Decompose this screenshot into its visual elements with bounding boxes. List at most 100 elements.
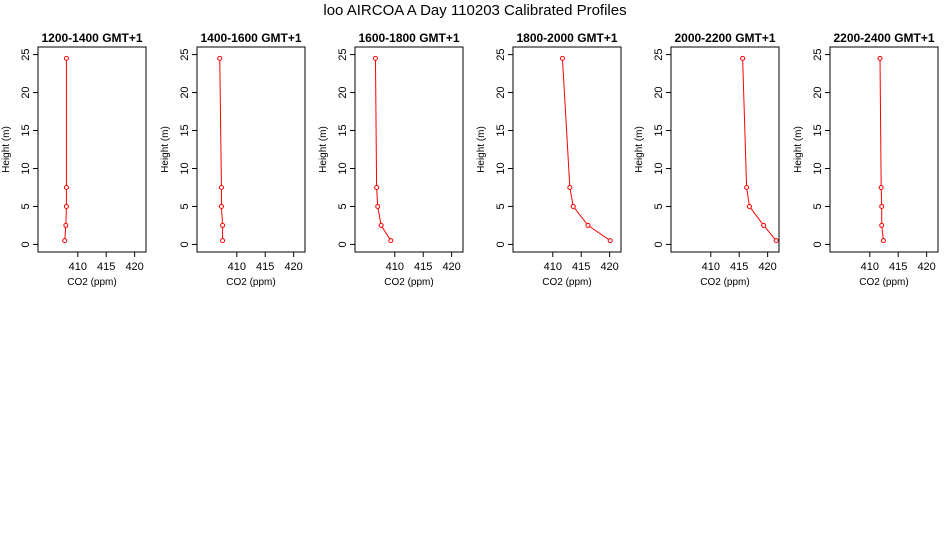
y-axis-label: Height (m) bbox=[160, 126, 171, 173]
y-tick-label: 0 bbox=[179, 241, 191, 247]
y-tick-label: 15 bbox=[812, 124, 824, 136]
x-tick-label: 415 bbox=[730, 261, 748, 273]
chart-title: 2000-2200 GMT+1 bbox=[674, 31, 775, 45]
y-axis-label: Height (m) bbox=[1, 126, 12, 173]
chart-panel-3: 1600-1800 GMT+1 410 415 420 CO2 (ppm) 0 5 10 15 2… bbox=[318, 31, 464, 288]
x-tick-label: 410 bbox=[544, 261, 562, 273]
profile-point bbox=[559, 55, 565, 61]
y-tick-label: 15 bbox=[179, 124, 191, 136]
chart-panel-2: 1400-1600 GMT+1 410 415 420 CO2 (ppm) 0 5 10 15 2… bbox=[160, 31, 306, 288]
chart-panel-6: 2200-2400 GMT+1 410 415 420 CO2 (ppm) 0 5 10 15 2… bbox=[793, 31, 939, 288]
y-tick-label: 25 bbox=[337, 48, 349, 60]
profile-point bbox=[880, 238, 886, 244]
y-tick-label: 20 bbox=[179, 86, 191, 98]
y-tick-label: 0 bbox=[337, 241, 349, 247]
profile-point bbox=[63, 203, 69, 209]
profile-point bbox=[607, 238, 613, 244]
y-tick-label: 10 bbox=[495, 162, 507, 174]
x-tick-label: 420 bbox=[917, 261, 935, 273]
y-tick-label: 5 bbox=[653, 203, 665, 209]
profile-point bbox=[879, 203, 885, 209]
y-tick-label: 10 bbox=[812, 162, 824, 174]
plot-frame bbox=[354, 46, 464, 253]
x-tick-label: 415 bbox=[414, 261, 432, 273]
y-tick-label: 20 bbox=[337, 86, 349, 98]
profile-point bbox=[374, 184, 380, 190]
y-tick-label: 20 bbox=[20, 86, 32, 98]
profile-point bbox=[375, 203, 381, 209]
y-tick-label: 20 bbox=[653, 86, 665, 98]
page-title: loo AIRCOA A Day 110203 Calibrated Profi… bbox=[323, 2, 627, 19]
y-tick-label: 25 bbox=[20, 48, 32, 60]
y-tick-label: 5 bbox=[495, 203, 507, 209]
profile-point bbox=[773, 238, 779, 244]
profile-point bbox=[879, 222, 885, 228]
profile-point bbox=[220, 238, 226, 244]
profile-point bbox=[218, 203, 224, 209]
y-tick-label: 15 bbox=[495, 124, 507, 136]
chart-title: 2200-2400 GMT+1 bbox=[833, 31, 934, 45]
y-tick-label: 5 bbox=[20, 203, 32, 209]
profile-point bbox=[744, 184, 750, 190]
profile-line bbox=[561, 58, 611, 242]
chart-title: 1600-1800 GMT+1 bbox=[358, 31, 459, 45]
profile-point bbox=[877, 55, 883, 61]
y-tick-label: 0 bbox=[653, 241, 665, 247]
x-axis-label: CO2 (ppm) bbox=[384, 277, 433, 288]
chart-panel-5: 2000-2200 GMT+1 410 415 420 CO2 (ppm) 0 5 10 15 2… bbox=[634, 31, 780, 288]
x-tick-label: 415 bbox=[97, 261, 115, 273]
profile-point bbox=[761, 222, 767, 228]
profile-point bbox=[372, 55, 378, 61]
x-tick-label: 420 bbox=[284, 261, 302, 273]
x-tick-label: 420 bbox=[600, 261, 618, 273]
x-axis-label: CO2 (ppm) bbox=[859, 277, 908, 288]
y-tick-label: 10 bbox=[337, 162, 349, 174]
chart-panel-1: 1200-1400 GMT+1 410 415 420 CO2 (ppm) 0 5 10 15 2… bbox=[1, 31, 147, 288]
plot-frame bbox=[670, 46, 780, 253]
x-tick-label: 415 bbox=[256, 261, 274, 273]
y-axis-label: Height (m) bbox=[634, 126, 645, 173]
x-tick-label: 410 bbox=[861, 261, 879, 273]
profile-point bbox=[746, 203, 752, 209]
y-tick-label: 10 bbox=[179, 162, 191, 174]
x-tick-label: 410 bbox=[69, 261, 87, 273]
y-axis-label: Height (m) bbox=[318, 126, 329, 173]
y-tick-label: 5 bbox=[337, 203, 349, 209]
profile-point bbox=[388, 238, 394, 244]
x-axis-label: CO2 (ppm) bbox=[67, 277, 116, 288]
y-tick-label: 20 bbox=[495, 86, 507, 98]
profile-point bbox=[567, 184, 573, 190]
y-tick-label: 25 bbox=[812, 48, 824, 60]
y-tick-label: 15 bbox=[653, 124, 665, 136]
y-tick-label: 10 bbox=[653, 162, 665, 174]
profile-point bbox=[62, 238, 68, 244]
profile-line bbox=[64, 58, 67, 241]
plot-frame bbox=[196, 46, 306, 253]
profile-line bbox=[219, 58, 224, 241]
y-tick-label: 0 bbox=[20, 241, 32, 247]
profile-point bbox=[220, 222, 226, 228]
profile-point bbox=[63, 222, 69, 228]
profile-point bbox=[218, 184, 224, 190]
y-axis-label: Height (m) bbox=[476, 126, 487, 173]
x-axis-label: CO2 (ppm) bbox=[700, 277, 749, 288]
profile-point bbox=[585, 222, 591, 228]
profile-point bbox=[740, 55, 746, 61]
profile-line bbox=[742, 58, 777, 241]
y-tick-label: 0 bbox=[495, 241, 507, 247]
profile-point bbox=[63, 55, 69, 61]
x-tick-label: 410 bbox=[386, 261, 404, 273]
x-tick-label: 420 bbox=[442, 261, 460, 273]
chart-panel-4: 1800-2000 GMT+1 410 415 420 CO2 (ppm) 0 5 10 15 2… bbox=[476, 31, 622, 288]
y-tick-label: 15 bbox=[20, 124, 32, 136]
y-axis-label: Height (m) bbox=[793, 126, 804, 173]
y-tick-label: 15 bbox=[337, 124, 349, 136]
profile-line bbox=[374, 58, 392, 241]
profile-point bbox=[63, 184, 69, 190]
y-tick-label: 25 bbox=[179, 48, 191, 60]
x-axis-label: CO2 (ppm) bbox=[226, 277, 275, 288]
plot-frame bbox=[512, 46, 622, 253]
x-tick-label: 415 bbox=[889, 261, 907, 273]
x-tick-label: 410 bbox=[702, 261, 720, 273]
